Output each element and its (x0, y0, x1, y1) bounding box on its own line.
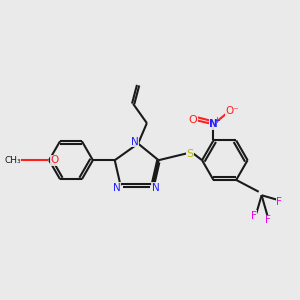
Text: F: F (265, 215, 270, 225)
Text: N: N (113, 183, 121, 193)
Text: F: F (251, 211, 257, 221)
Text: O: O (50, 155, 58, 165)
Text: N: N (131, 137, 139, 147)
Text: N: N (209, 119, 218, 129)
Text: +: + (214, 116, 220, 125)
Text: O: O (188, 115, 197, 125)
Text: CH₃: CH₃ (4, 156, 21, 165)
Text: S: S (186, 148, 193, 158)
Text: F: F (276, 197, 282, 207)
Text: O⁻: O⁻ (225, 106, 239, 116)
Text: N: N (152, 183, 160, 193)
